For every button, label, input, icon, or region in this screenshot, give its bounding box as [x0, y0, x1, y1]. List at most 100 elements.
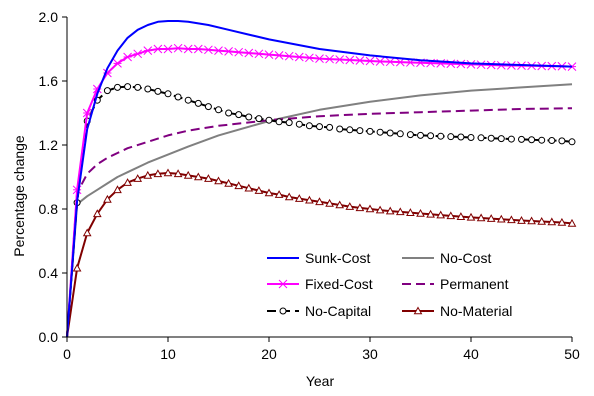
- circle-marker: [548, 137, 556, 145]
- legend-item: No-Cost: [402, 250, 491, 266]
- circle-marker: [245, 113, 253, 121]
- triangle-marker: [294, 194, 304, 202]
- circle-marker: [467, 133, 475, 141]
- circle-marker: [295, 120, 303, 128]
- series-line: [66, 47, 573, 338]
- circle-marker: [164, 90, 172, 98]
- star-marker: [335, 55, 345, 64]
- star-marker: [204, 45, 213, 55]
- triangle-marker: [82, 228, 92, 237]
- legend-label: No-Capital: [305, 303, 371, 319]
- triangle-marker: [395, 207, 405, 216]
- triangle-marker: [426, 209, 435, 218]
- legend-item: Permanent: [402, 276, 509, 292]
- circle-marker: [497, 135, 505, 143]
- circle-marker: [487, 134, 495, 142]
- y-tick-label: 0.0: [39, 329, 59, 345]
- triangle-marker: [244, 183, 254, 192]
- star-marker: [284, 51, 294, 61]
- triangle-marker: [345, 202, 355, 210]
- star-marker: [254, 49, 264, 59]
- y-tick-label: 1.2: [39, 137, 59, 153]
- triangle-marker: [123, 178, 132, 186]
- triangle-marker: [234, 181, 244, 190]
- series-sunk-cost: [66, 20, 573, 338]
- x-tick-label: 20: [261, 346, 277, 362]
- triangle-marker: [204, 174, 213, 182]
- triangle-marker: [143, 170, 153, 179]
- circle-marker: [507, 135, 515, 143]
- x-axis-title: Year: [306, 373, 335, 389]
- circle-marker: [225, 109, 233, 117]
- circle-marker: [406, 131, 414, 139]
- triangle-marker: [517, 215, 526, 224]
- triangle-marker: [264, 188, 274, 197]
- triangle-marker: [153, 169, 163, 178]
- circle-marker: [417, 131, 424, 139]
- star-marker: [278, 279, 288, 289]
- circle-marker: [265, 116, 273, 124]
- triangle-marker: [446, 211, 456, 220]
- triangle-marker: [537, 216, 547, 225]
- triangle-marker: [375, 205, 385, 214]
- star-marker: [325, 54, 334, 64]
- star-marker: [446, 59, 456, 69]
- circle-marker: [215, 106, 222, 114]
- x-tick-label: 30: [362, 346, 378, 362]
- triangle-marker: [406, 208, 415, 216]
- circle-marker: [346, 126, 354, 134]
- circle-marker: [144, 85, 152, 93]
- y-axis-title: Percentage change: [11, 135, 27, 257]
- star-marker: [305, 53, 314, 63]
- legend-label: No-Material: [440, 303, 512, 319]
- triangle-marker: [103, 194, 112, 203]
- circle-marker: [437, 132, 445, 140]
- triangle-marker: [486, 214, 496, 222]
- star-marker: [385, 57, 395, 67]
- star-marker: [183, 44, 193, 54]
- circle-marker: [279, 307, 287, 315]
- triangle-marker: [133, 174, 143, 182]
- legend-label: No-Cost: [440, 250, 491, 266]
- circle-marker: [528, 136, 536, 144]
- star-marker: [375, 57, 385, 66]
- star-marker: [153, 44, 163, 54]
- triangle-marker: [567, 218, 577, 227]
- circle-marker: [305, 122, 313, 130]
- triangle-marker: [355, 203, 365, 212]
- circle-marker: [336, 125, 344, 133]
- circle-marker: [134, 83, 142, 91]
- x-tick-label: 50: [564, 346, 580, 362]
- circle-marker: [558, 137, 566, 145]
- triangle-marker: [557, 217, 567, 226]
- circle-marker: [427, 132, 435, 140]
- triangle-marker: [476, 213, 486, 222]
- triangle-marker: [325, 198, 334, 207]
- star-marker: [264, 50, 274, 59]
- star-marker: [456, 59, 466, 69]
- triangle-marker: [547, 217, 557, 226]
- circle-marker: [103, 87, 111, 95]
- circle-marker: [174, 93, 182, 101]
- star-marker: [274, 51, 284, 60]
- legend-label: Permanent: [440, 276, 509, 292]
- star-marker: [113, 59, 122, 68]
- triangle-marker: [507, 215, 516, 224]
- star-marker: [355, 56, 365, 65]
- circle-marker: [457, 133, 465, 141]
- axes-layer: 0.0 0.4 0.8 1.2 1.6 2.0 0 10 20 30 40 50: [39, 9, 580, 362]
- circle-marker: [568, 138, 576, 146]
- star-marker: [244, 48, 254, 58]
- series-no-capital: [66, 83, 576, 338]
- circle-marker: [275, 118, 283, 126]
- circle-marker: [184, 96, 192, 104]
- legend-item: Fixed-Cost: [267, 276, 373, 292]
- circle-marker: [396, 130, 404, 138]
- y-tick-label: 1.6: [39, 73, 59, 89]
- x-tick-label: 0: [63, 346, 71, 362]
- triangle-marker: [173, 169, 183, 178]
- star-marker: [143, 46, 153, 55]
- triangle-marker: [335, 200, 345, 209]
- triangle-marker: [92, 209, 102, 218]
